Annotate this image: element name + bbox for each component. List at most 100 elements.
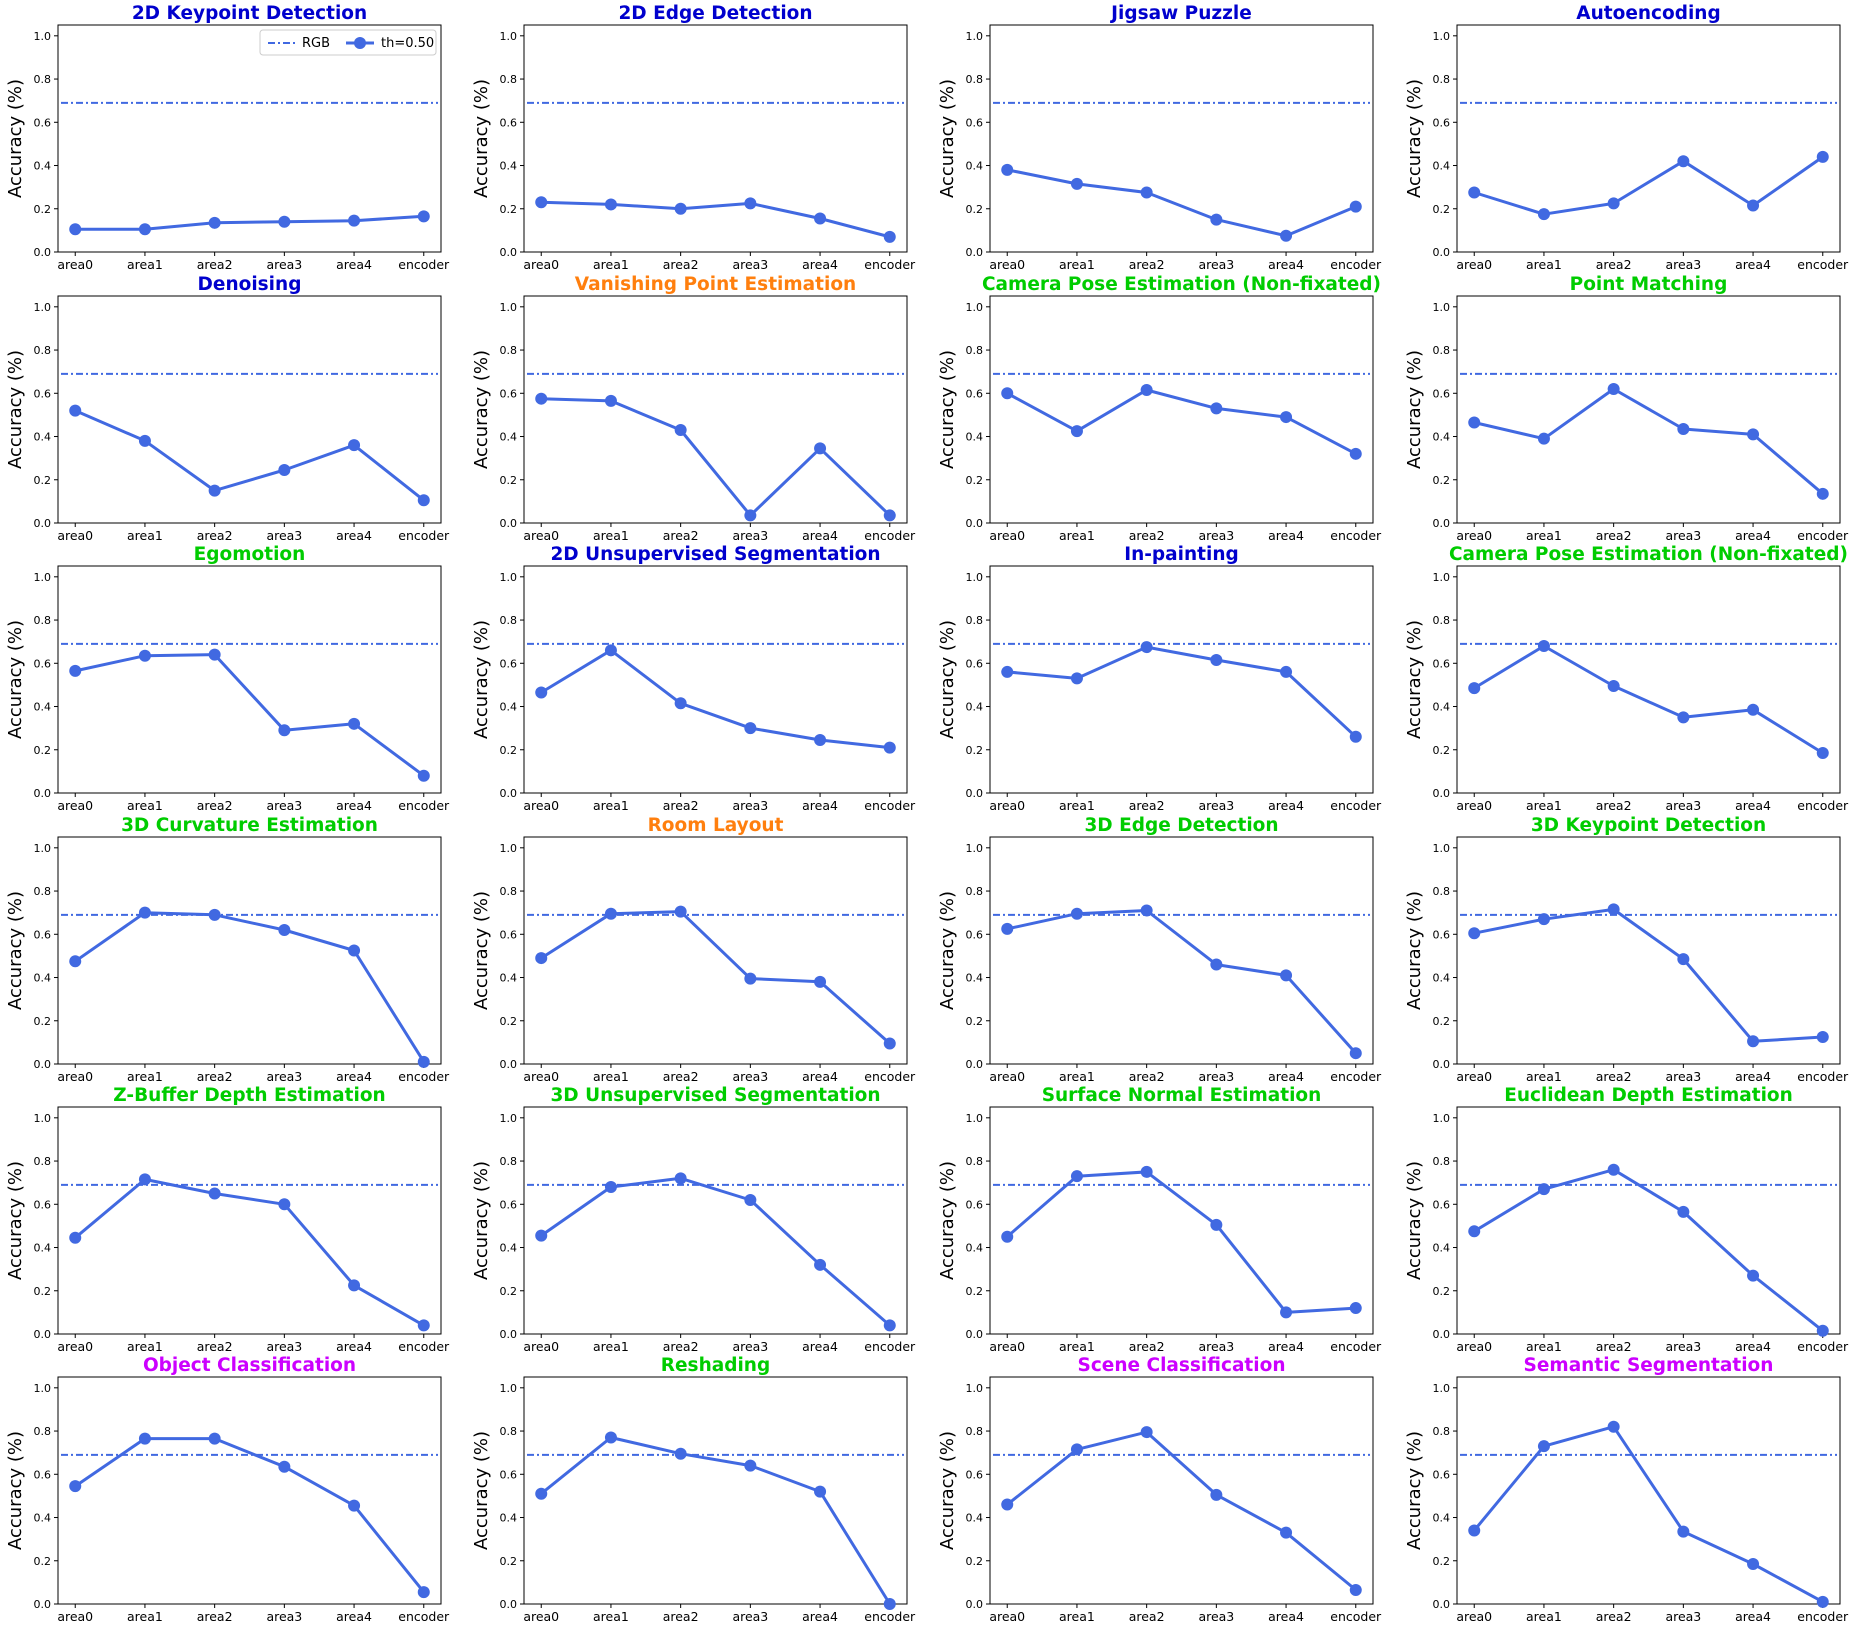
data-point: [1210, 1218, 1223, 1231]
y-tick-label: 0.8: [500, 344, 518, 357]
data-point: [1349, 1302, 1362, 1315]
plot-frame: [523, 565, 908, 794]
data-point: [1468, 1524, 1481, 1537]
data-point: [883, 230, 896, 243]
y-tick-label: 1.0: [966, 571, 984, 584]
series-line: [1006, 388, 1357, 456]
x-tick-label: area2: [197, 1609, 233, 1624]
y-tick-label: 0.0: [966, 787, 984, 800]
data-point: [1280, 665, 1293, 678]
x-tick-label: area0: [1456, 1069, 1492, 1084]
x-tick-label: area1: [593, 528, 629, 543]
y-tick-label: 0.6: [500, 657, 518, 670]
y-tick-label: 0.8: [966, 1155, 984, 1168]
y-tick-label: 0.0: [966, 1058, 984, 1071]
y-tick-label: 0.2: [34, 1015, 52, 1028]
series-line: [74, 1437, 425, 1594]
data-point: [883, 1037, 896, 1050]
plot-frame: [523, 1106, 908, 1335]
x-tick-label: area4: [1735, 1339, 1771, 1354]
y-tick-label: 0.2: [500, 1015, 518, 1028]
series-line: [74, 911, 426, 1063]
data-point: [604, 198, 617, 211]
x-tick-label: area3: [1198, 1339, 1234, 1354]
data-point: [535, 686, 548, 699]
x-tick-label: area1: [1526, 1339, 1562, 1354]
data-point: [1280, 411, 1293, 424]
data-point: [674, 202, 687, 215]
data-point: [69, 223, 82, 236]
x-tick-label: area1: [1526, 798, 1562, 813]
subplot-title: 3D Curvature Estimation: [121, 815, 378, 836]
y-tick-label: 0.0: [966, 246, 984, 259]
x-tick-label: area0: [523, 257, 559, 272]
x-tick-label: area0: [989, 1069, 1025, 1084]
series-line: [74, 653, 425, 777]
y-tick-label: 0.4: [34, 160, 52, 173]
x-tick-label: area4: [1735, 257, 1771, 272]
x-tick-label: area4: [1268, 257, 1304, 272]
y-tick-label: 0.2: [966, 744, 984, 757]
plot-frame: [1456, 24, 1841, 253]
y-tick-label: 1.0: [34, 1112, 52, 1125]
y-tick-label: 0.6: [34, 387, 52, 400]
y-axis-label: Accuracy (%): [5, 79, 26, 198]
y-tick-label: 1.0: [500, 30, 518, 43]
x-tick-label: encoder: [864, 257, 916, 272]
x-tick-label: area4: [1268, 1069, 1304, 1084]
y-tick-label: 0.6: [1433, 387, 1451, 400]
subplot-title: Euclidean Depth Estimation: [1504, 1085, 1793, 1106]
x-tick-label: area4: [1735, 1609, 1771, 1624]
data-point: [69, 1231, 82, 1244]
plot-frame: [57, 1376, 442, 1605]
subplot-title: Z-Buffer Depth Estimation: [113, 1085, 385, 1106]
subplot-title: 3D Edge Detection: [1084, 815, 1278, 836]
x-tick-label: encoder: [1797, 528, 1849, 543]
data-point: [1677, 1205, 1690, 1218]
x-tick-label: encoder: [864, 1339, 916, 1354]
y-tick-label: 0.0: [966, 1328, 984, 1341]
data-point: [1537, 208, 1550, 221]
y-axis-label: Accuracy (%): [937, 1161, 958, 1280]
data-point: [744, 509, 757, 522]
x-tick-label: area2: [1129, 1339, 1165, 1354]
x-tick-label: area1: [1059, 798, 1095, 813]
subplot: Egomotion 0.0 0.2 0.4 0.6 0.8 1.0 Accuracy (%) a…: [5, 544, 450, 813]
x-tick-label: encoder: [398, 798, 450, 813]
y-tick-label: 1.0: [1433, 842, 1451, 855]
plot-frame: [523, 24, 908, 253]
y-tick-label: 1.0: [500, 301, 518, 314]
x-tick-label: area3: [1198, 1609, 1234, 1624]
x-tick-label: area2: [663, 1069, 699, 1084]
x-tick-label: area2: [1129, 1609, 1165, 1624]
data-point: [1607, 1420, 1620, 1433]
data-point: [883, 509, 896, 522]
y-tick-label: 0.0: [1433, 1598, 1451, 1611]
y-tick-label: 0.8: [34, 344, 52, 357]
x-tick-label: area1: [1059, 257, 1095, 272]
data-point: [138, 1432, 151, 1445]
subplot: 3D Curvature Estimation 0.0 0.2 0.4 0.6 0.8 1.…: [5, 815, 450, 1084]
x-tick-label: area1: [593, 1069, 629, 1084]
x-tick-label: encoder: [398, 257, 450, 272]
x-tick-label: area4: [1735, 528, 1771, 543]
y-tick-label: 1.0: [1433, 571, 1451, 584]
y-tick-label: 1.0: [500, 1112, 518, 1125]
y-tick-label: 0.6: [1433, 928, 1451, 941]
y-tick-label: 0.4: [34, 701, 52, 714]
series-line: [75, 214, 424, 231]
data-point: [1747, 199, 1760, 212]
y-tick-label: 0.2: [966, 1285, 984, 1298]
y-tick-label: 0.6: [500, 116, 518, 129]
data-point: [1001, 1230, 1014, 1243]
y-tick-label: 0.8: [34, 1155, 52, 1168]
subplot: Point Matching 0.0 0.2 0.4 0.6 0.8 1.0 Accuracy…: [1404, 274, 1849, 543]
data-point: [1537, 913, 1550, 926]
x-tick-label: area3: [1665, 1339, 1701, 1354]
data-point: [1747, 703, 1760, 716]
y-tick-label: 0.4: [34, 972, 52, 985]
data-point: [1607, 903, 1620, 916]
x-tick-label: area0: [989, 1609, 1025, 1624]
y-axis-label: Accuracy (%): [5, 350, 26, 469]
subplot-title: Jigsaw Puzzle: [1109, 3, 1252, 24]
